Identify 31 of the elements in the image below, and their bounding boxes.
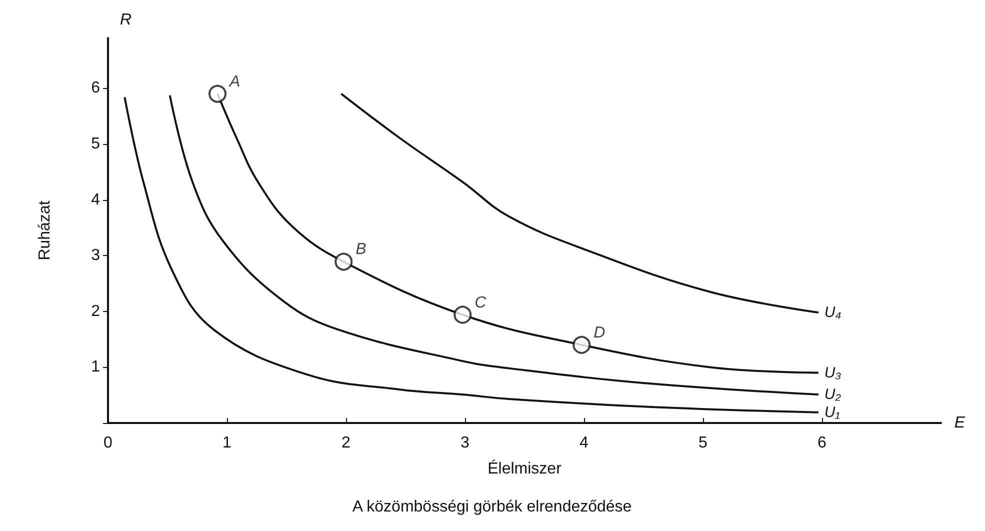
annotation: C <box>474 294 487 312</box>
text: A közömbösségi görbék elrendeződése <box>352 498 632 516</box>
text: E <box>954 414 966 432</box>
x-tick-label: 4 <box>580 434 589 452</box>
line-series <box>340 92 820 314</box>
y-tick-label: 3 <box>91 247 100 264</box>
x-tick-label: 0 <box>104 434 113 452</box>
y-axis-title: Ruházat <box>36 200 54 260</box>
x-tick-label: 6 <box>818 434 827 452</box>
y-tick-label: 5 <box>91 136 100 153</box>
series-label: U₄ <box>824 304 842 322</box>
x-tick-label: 5 <box>698 434 708 452</box>
x-tick-label: 2 <box>342 434 351 452</box>
x-axis-title: Élelmiszer <box>488 460 562 478</box>
point <box>208 84 226 103</box>
y-tick-label: 6 <box>91 80 100 97</box>
point <box>334 252 353 271</box>
series-label: U₁ <box>824 404 840 421</box>
annotation: A <box>228 73 240 90</box>
y-tick-label: 2 <box>91 302 100 320</box>
point <box>454 306 472 324</box>
point <box>572 336 591 354</box>
series-label: U₃ <box>824 364 842 382</box>
series-label: U₂ <box>824 386 842 404</box>
annotation: D <box>594 324 606 342</box>
x-tick-label: 1 <box>222 434 232 452</box>
y-tick-label: 4 <box>91 191 100 208</box>
annotation: B <box>356 241 367 258</box>
y-tick-label: 1 <box>91 358 100 376</box>
text: R <box>120 12 132 28</box>
x-tick-label: 3 <box>460 434 470 452</box>
